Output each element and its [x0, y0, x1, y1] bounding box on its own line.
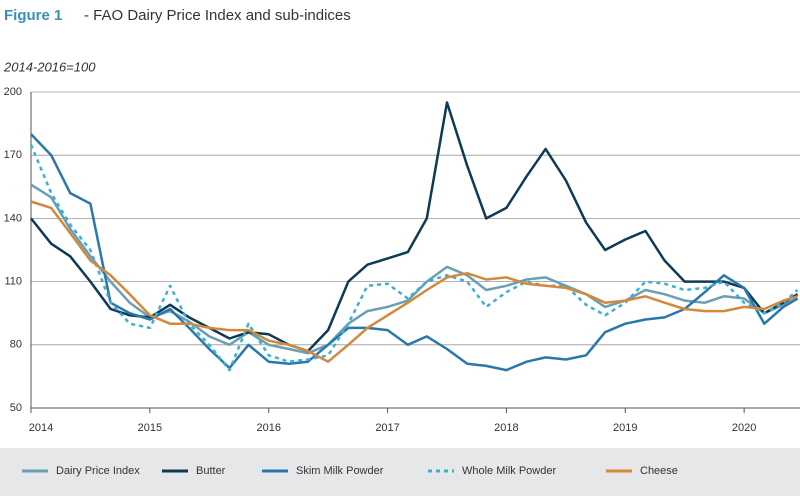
- x-tick-label: 2019: [613, 422, 637, 434]
- series-line: [30, 200, 798, 363]
- y-tick-label: 110: [4, 276, 22, 288]
- title-label: Figure 1: [4, 7, 62, 24]
- x-tick-label: 2015: [138, 422, 162, 434]
- x-tick-label: 2020: [732, 422, 756, 434]
- x-tick-label: 2016: [256, 422, 280, 434]
- legend-background: [0, 448, 800, 496]
- series-line: [30, 101, 799, 353]
- y-tick-label: 200: [4, 86, 22, 98]
- series-line: [29, 144, 799, 372]
- x-tick-label: 2018: [494, 422, 518, 434]
- y-axis-label: 2014-2016=100: [3, 59, 96, 74]
- legend-label: Butter: [196, 465, 226, 477]
- y-tick-label: 80: [10, 339, 22, 351]
- legend-label: Skim Milk Powder: [296, 465, 384, 477]
- y-tick-label: 50: [10, 402, 22, 414]
- series-line: [30, 183, 799, 355]
- chart-title: - FAO Dairy Price Index and sub-indices: [84, 7, 351, 24]
- legend-label: Whole Milk Powder: [462, 465, 556, 477]
- series-line: [30, 133, 799, 372]
- legend-label: Dairy Price Index: [56, 465, 140, 477]
- x-tick-label: 2014: [29, 422, 53, 434]
- x-tick-label: 2017: [375, 422, 399, 434]
- legend-label: Cheese: [640, 465, 678, 477]
- y-tick-label: 140: [4, 212, 22, 224]
- y-tick-label: 170: [4, 149, 22, 161]
